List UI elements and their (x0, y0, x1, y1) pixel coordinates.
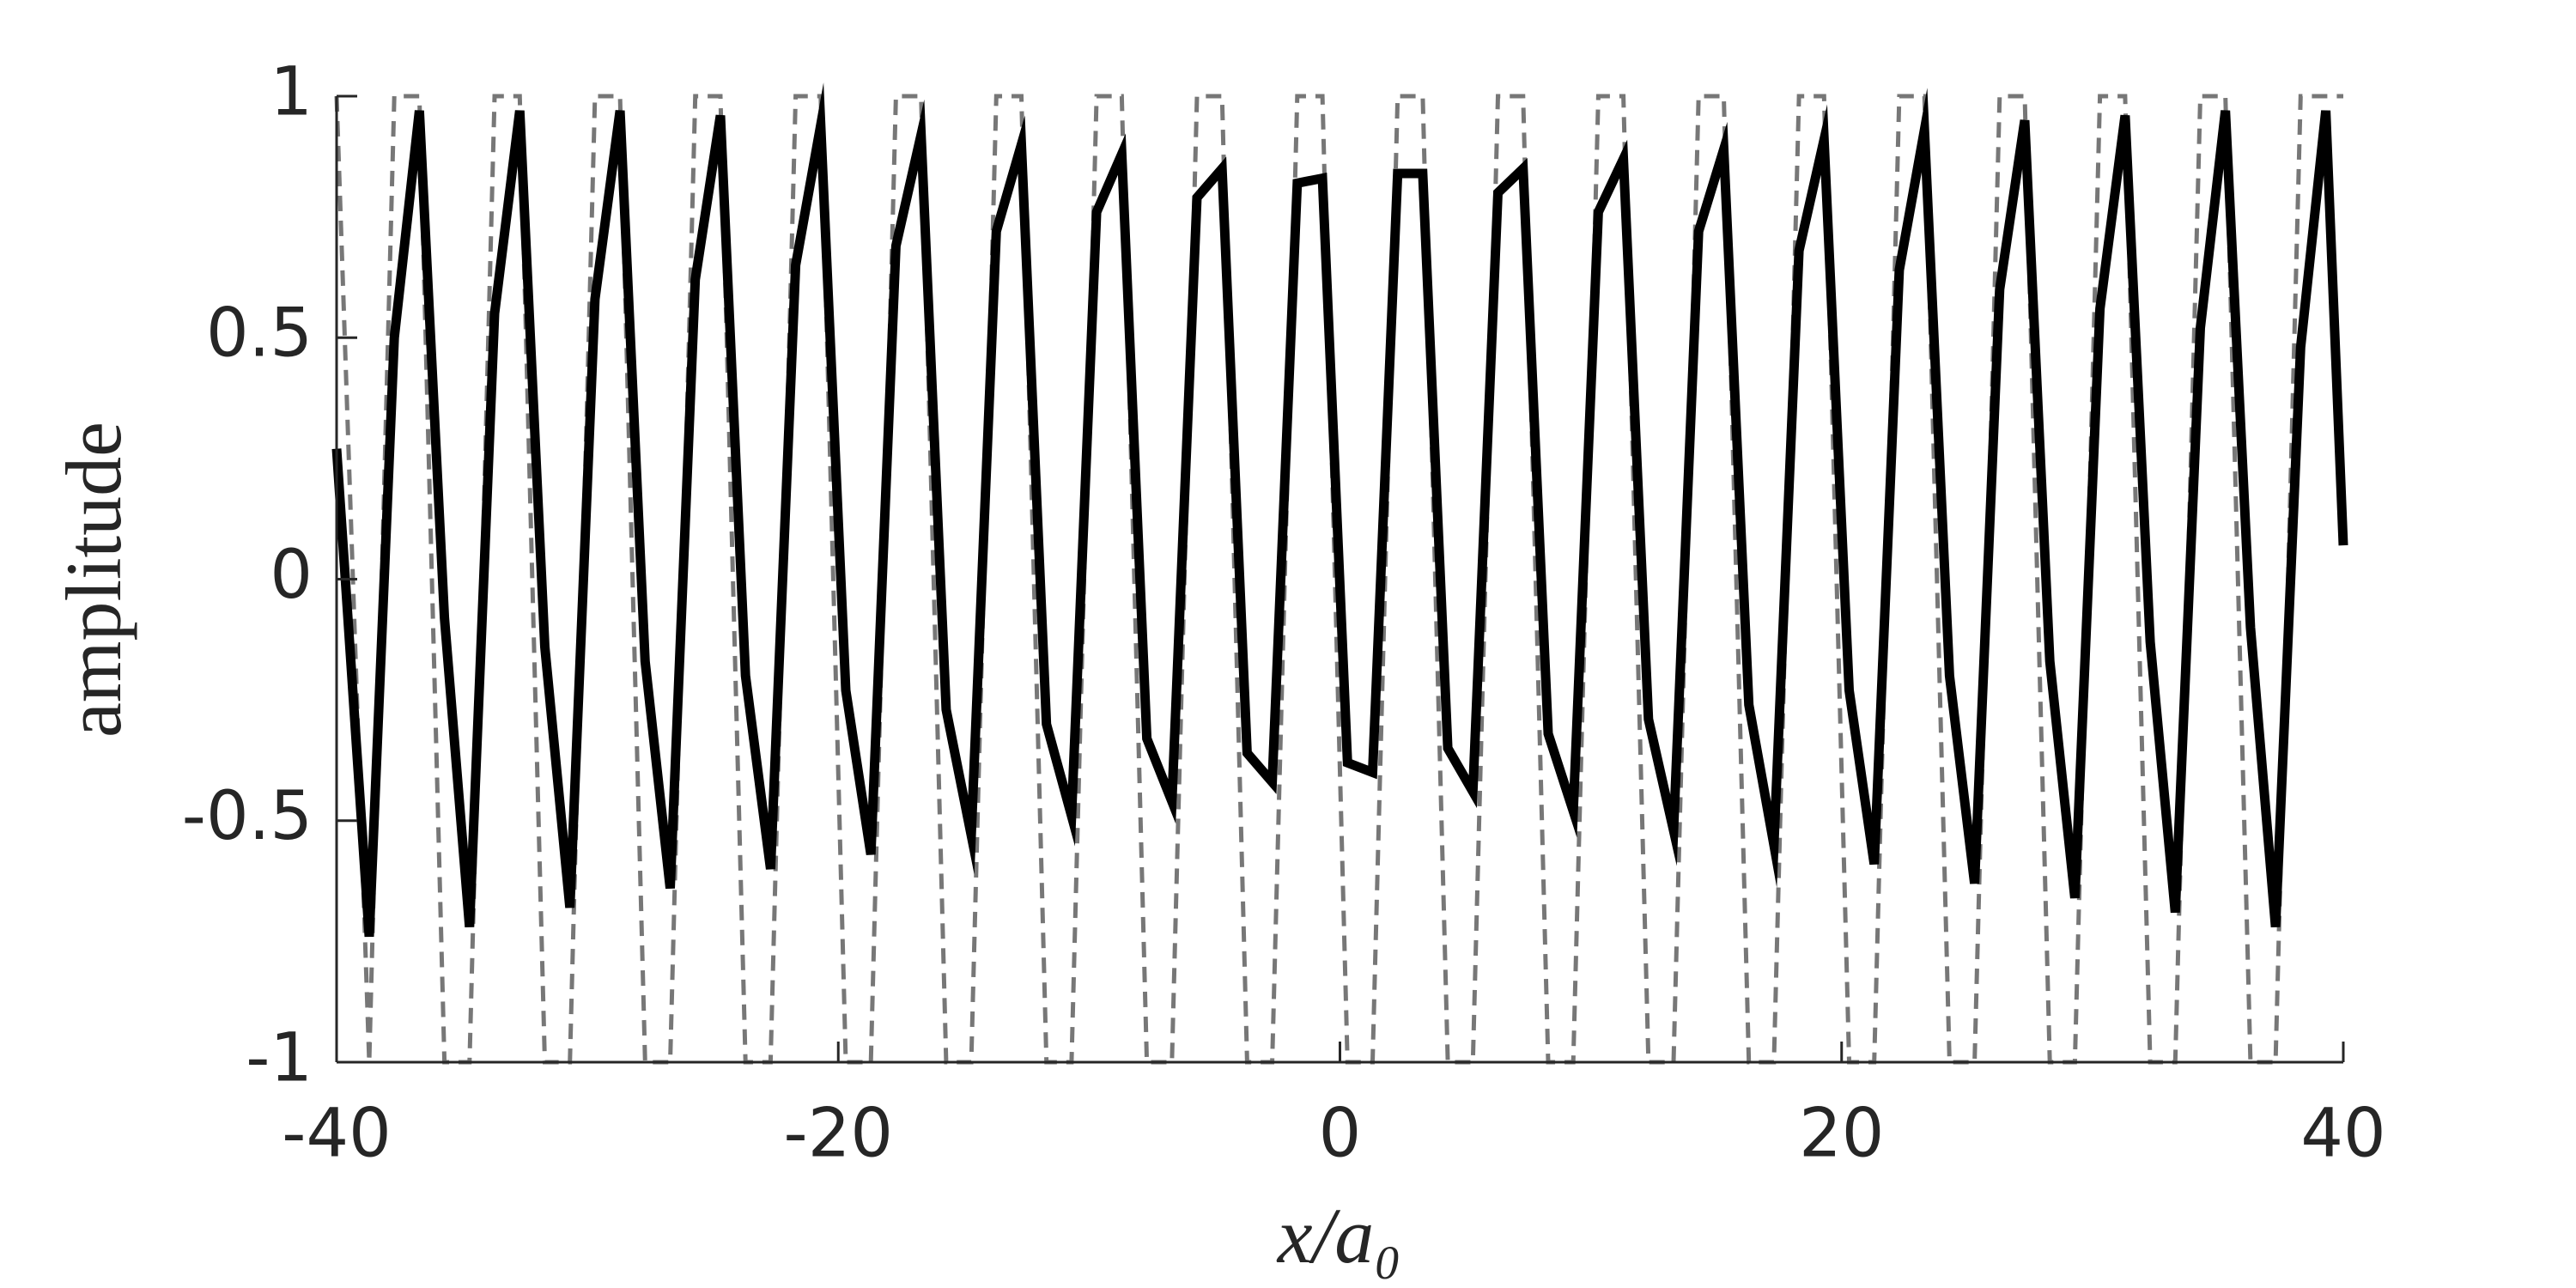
x-tick-label: -20 (784, 1095, 893, 1172)
series-line (331, 82, 2348, 938)
x-tick-label: -40 (282, 1095, 391, 1172)
y-tick-label: 0.5 (206, 295, 313, 373)
x-tick-label: 0 (1319, 1095, 1362, 1172)
y-axis-label: amplitude (50, 422, 137, 738)
x-axis-label: x/a₀ (1276, 1192, 1401, 1279)
y-tick-label: 0 (270, 537, 313, 614)
y-tick-label: -1 (246, 1019, 313, 1097)
y-tick-label: 1 (270, 53, 313, 131)
x-tick-label: 40 (2300, 1095, 2385, 1172)
x-tick-label: 20 (1799, 1095, 1884, 1172)
y-tick-label: -0.5 (182, 778, 313, 855)
